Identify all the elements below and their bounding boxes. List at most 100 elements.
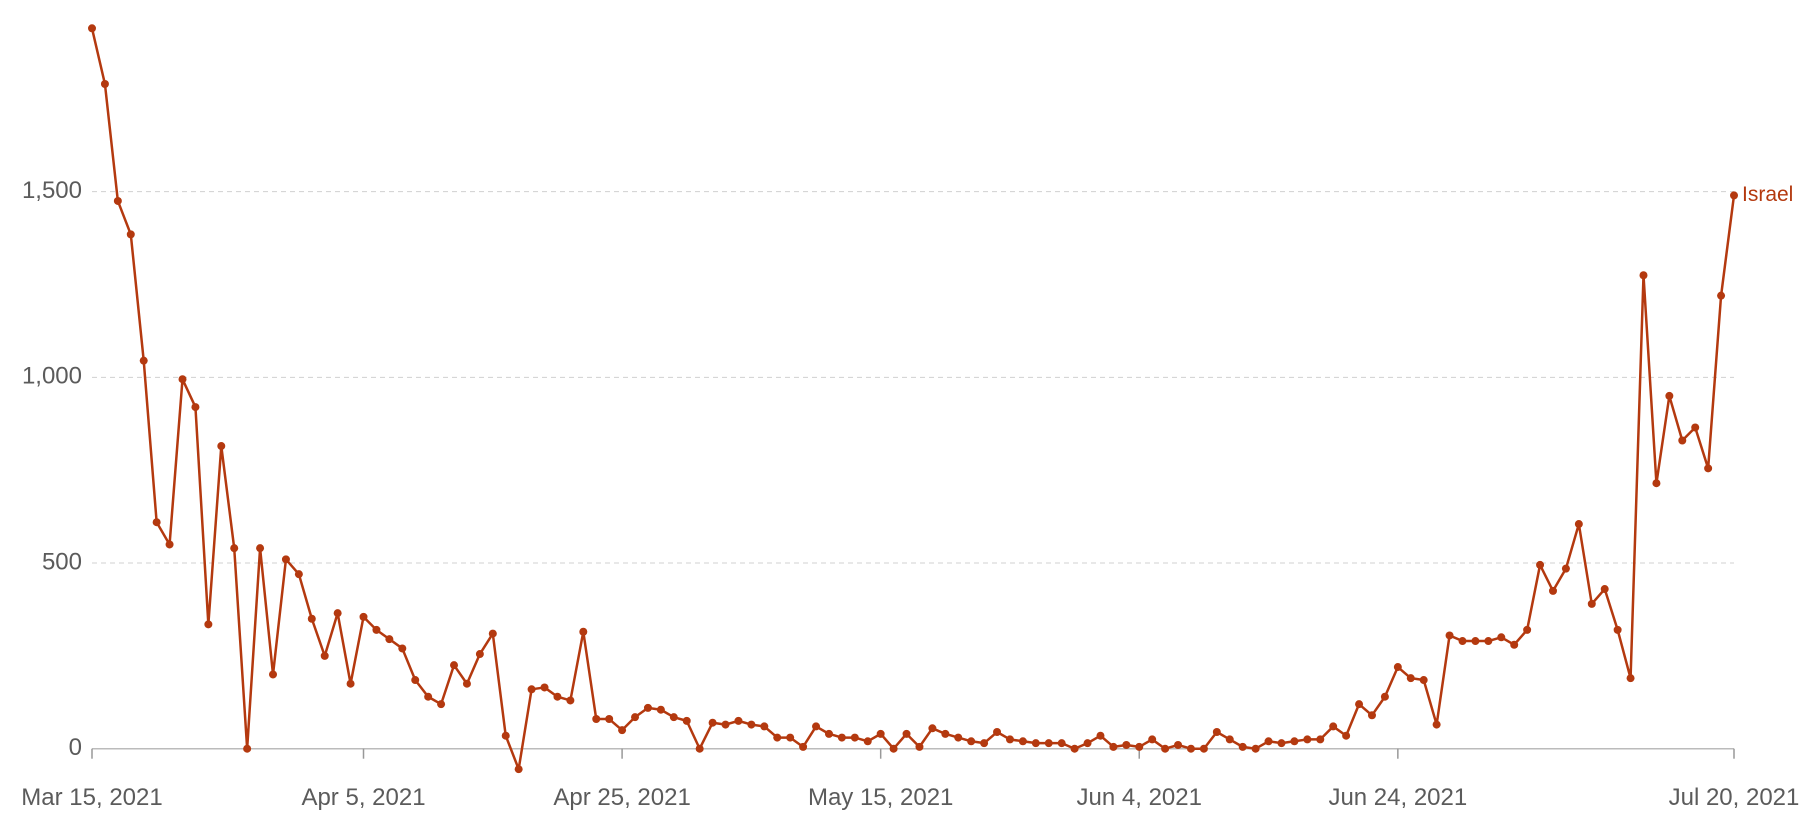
data-point bbox=[462, 679, 471, 688]
y-tick-label: 1,000 bbox=[22, 363, 82, 390]
data-point bbox=[1717, 291, 1726, 300]
data-point bbox=[1238, 742, 1247, 751]
series-line bbox=[90, 27, 1736, 771]
data-point bbox=[217, 442, 226, 451]
data-point bbox=[1691, 423, 1700, 432]
data-point bbox=[954, 733, 963, 742]
data-point bbox=[1174, 741, 1183, 750]
data-point bbox=[1148, 735, 1157, 744]
x-tick-label: Apr 25, 2021 bbox=[553, 784, 690, 811]
data-point bbox=[230, 544, 239, 553]
data-point bbox=[980, 739, 989, 748]
data-point bbox=[1574, 520, 1583, 529]
data-point bbox=[1419, 676, 1428, 685]
data-point bbox=[773, 733, 782, 742]
data-point bbox=[1161, 744, 1170, 753]
data-point bbox=[1548, 586, 1557, 595]
data-point bbox=[437, 700, 446, 709]
data-point bbox=[850, 733, 859, 742]
data-point bbox=[1367, 711, 1376, 720]
data-point bbox=[1329, 722, 1338, 731]
data-point bbox=[527, 685, 536, 694]
data-point bbox=[1626, 674, 1635, 683]
data-point bbox=[824, 729, 833, 738]
x-tick-label: Jun 4, 2021 bbox=[1077, 784, 1202, 811]
data-point bbox=[165, 540, 174, 549]
data-point bbox=[204, 620, 213, 629]
data-point bbox=[1561, 564, 1570, 573]
data-point bbox=[1497, 633, 1506, 642]
data-point bbox=[1458, 637, 1467, 646]
x-tick-label: Jul 20, 2021 bbox=[1669, 784, 1800, 811]
data-point bbox=[579, 627, 588, 636]
data-point bbox=[100, 79, 109, 88]
data-point bbox=[346, 679, 355, 688]
data-point bbox=[889, 744, 898, 753]
data-point bbox=[1031, 739, 1040, 748]
data-point bbox=[1355, 700, 1364, 709]
data-point bbox=[1613, 625, 1622, 634]
data-point bbox=[1704, 464, 1713, 473]
data-point bbox=[1018, 737, 1027, 746]
data-point bbox=[1510, 640, 1519, 649]
data-point bbox=[191, 403, 200, 412]
data-point bbox=[139, 356, 148, 365]
x-tick-label: Apr 5, 2021 bbox=[301, 784, 425, 811]
data-point bbox=[1678, 436, 1687, 445]
data-point bbox=[333, 609, 342, 618]
data-point bbox=[514, 765, 523, 774]
y-tick-label: 500 bbox=[42, 548, 82, 575]
data-point bbox=[1523, 625, 1532, 634]
data-point bbox=[243, 744, 252, 753]
data-point bbox=[126, 230, 135, 239]
data-point bbox=[424, 692, 433, 701]
data-point bbox=[1303, 735, 1312, 744]
data-point bbox=[1587, 599, 1596, 608]
data-point bbox=[320, 651, 329, 660]
data-point bbox=[1406, 674, 1415, 683]
x-tick-label: Mar 15, 2021 bbox=[21, 784, 162, 811]
data-point bbox=[1277, 739, 1286, 748]
data-point bbox=[1316, 735, 1325, 744]
data-point bbox=[553, 692, 562, 701]
data-point bbox=[1665, 391, 1674, 400]
x-tick-label: May 15, 2021 bbox=[808, 784, 953, 811]
data-point bbox=[1471, 637, 1480, 646]
data-point bbox=[1730, 191, 1738, 200]
data-point bbox=[1199, 744, 1208, 753]
data-point bbox=[307, 614, 316, 623]
data-point bbox=[540, 683, 549, 692]
data-point bbox=[695, 744, 704, 753]
data-point bbox=[863, 737, 872, 746]
data-point bbox=[656, 705, 665, 714]
data-point bbox=[941, 729, 950, 738]
data-point bbox=[605, 715, 614, 724]
data-point bbox=[1393, 663, 1402, 672]
data-point bbox=[812, 722, 821, 731]
x-tick-label: Jun 24, 2021 bbox=[1328, 784, 1467, 811]
data-point bbox=[1264, 737, 1273, 746]
data-point bbox=[1109, 742, 1118, 751]
data-point bbox=[915, 742, 924, 751]
data-point bbox=[385, 635, 394, 644]
data-point bbox=[592, 715, 601, 724]
data-point bbox=[1445, 631, 1454, 640]
data-point bbox=[1083, 739, 1092, 748]
data-point bbox=[837, 733, 846, 742]
data-point bbox=[734, 716, 743, 725]
data-point bbox=[993, 728, 1002, 737]
data-point bbox=[1057, 739, 1066, 748]
data-point bbox=[1135, 742, 1144, 751]
data-point bbox=[1484, 637, 1493, 646]
data-point bbox=[178, 375, 187, 384]
data-point bbox=[1070, 744, 1079, 753]
series-label: Israel bbox=[1742, 183, 1793, 206]
data-point bbox=[1639, 271, 1648, 280]
data-point bbox=[682, 716, 691, 725]
data-point bbox=[411, 676, 420, 685]
data-point bbox=[372, 625, 381, 634]
data-point bbox=[1652, 479, 1661, 488]
data-point bbox=[281, 555, 290, 564]
data-point bbox=[902, 729, 911, 738]
